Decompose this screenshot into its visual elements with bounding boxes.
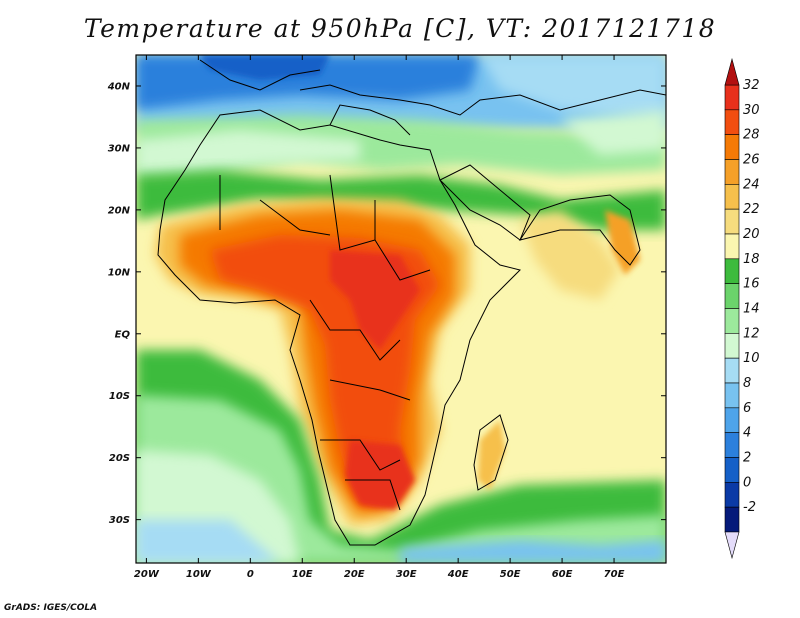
colorbar-label: -2	[743, 500, 756, 515]
colorbar-label: 10	[743, 351, 760, 366]
colorbar-label: 8	[743, 376, 751, 391]
lon-label: 0	[247, 569, 254, 580]
lat-label: 20S	[109, 453, 130, 464]
colorbar-label: 28	[743, 128, 760, 143]
lon-label: 70E	[604, 569, 625, 580]
colorbar-segment	[724, 308, 740, 334]
colorbar-label: 20	[743, 227, 760, 242]
colorbar-segment	[724, 457, 740, 483]
colorbar-segment	[724, 109, 740, 135]
colorbar-segment	[724, 159, 740, 185]
lat-label: 10N	[108, 267, 131, 278]
colorbar-label: 12	[743, 326, 760, 341]
colorbar-label: 6	[743, 401, 751, 416]
colorbar-segment	[724, 482, 740, 508]
lon-label: 30E	[396, 569, 417, 580]
colorbar-label: 2	[743, 451, 751, 466]
colorbar-label: 4	[743, 426, 751, 441]
lat-label: 10S	[109, 391, 130, 402]
colorbar-label: 26	[743, 153, 760, 168]
chart-title: Temperature at 950hPa [C], VT: 201712171…	[83, 14, 717, 43]
colorbar-label: 30	[743, 103, 760, 118]
map-frame	[135, 54, 667, 564]
colorbar-segment	[724, 506, 740, 533]
coastlines	[157, 59, 666, 546]
latitude-labels: 40N 30N 20N 10N EQ 10S 20S 30S	[107, 81, 131, 526]
lon-label: 10E	[292, 569, 313, 580]
colorbar-top-arrow	[724, 57, 740, 86]
longitude-labels: 20W 10W 0 10E 20E 30E 40E 50E 60E 70E	[134, 569, 625, 580]
colorbar-segment	[724, 382, 740, 409]
lon-label: 20W	[134, 569, 160, 580]
colorbar-segment	[724, 84, 740, 111]
colorbar-segment	[724, 208, 740, 235]
colorbar-segment	[724, 233, 740, 260]
colorbar-label: 22	[743, 202, 760, 217]
grads-credit: GrADS: IGES/COLA	[4, 603, 98, 613]
colorbar-label: 0	[743, 475, 751, 490]
lat-label: 30S	[109, 515, 130, 526]
colorbar-segment	[724, 184, 740, 210]
lat-label: 20N	[108, 205, 131, 216]
temperature-field	[136, 55, 666, 563]
colorbar-segment	[724, 407, 740, 433]
lon-label: 40E	[447, 569, 469, 580]
colorbar-label: 16	[743, 277, 760, 292]
colorbar-segment	[724, 134, 740, 160]
colorbar-segment	[724, 432, 740, 458]
lat-label: 40N	[107, 81, 131, 92]
axis-ticks	[136, 55, 666, 563]
lon-label: 60E	[552, 569, 573, 580]
lat-label: 30N	[108, 143, 131, 154]
lat-label: EQ	[115, 329, 131, 340]
colorbar-label: 18	[743, 252, 760, 267]
colorbar-label: 24	[743, 177, 760, 192]
colorbar-label: 14	[743, 302, 760, 317]
colorbar-segment	[724, 258, 740, 284]
colorbar-segment	[724, 283, 740, 309]
colorbar-segment	[724, 333, 740, 359]
lon-label: 50E	[500, 569, 521, 580]
lon-label: 20E	[344, 569, 365, 580]
colorbar-segment	[724, 357, 740, 384]
colorbar-label: 32	[743, 78, 760, 93]
colorbar-bottom-arrow	[724, 531, 740, 560]
lon-label: 10W	[186, 569, 212, 580]
